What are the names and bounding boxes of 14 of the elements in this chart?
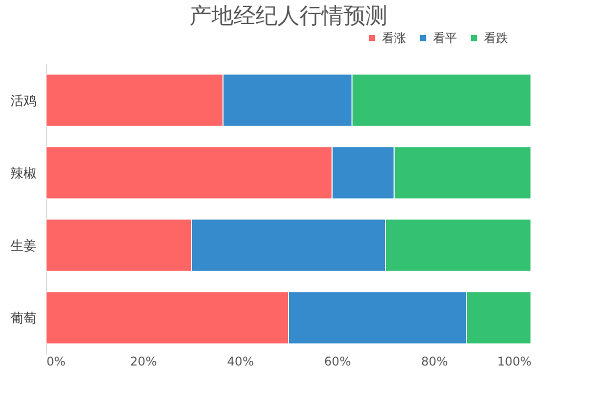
x-tick-label: 80% bbox=[421, 354, 448, 368]
y-tick-label: 活鸡 bbox=[10, 94, 36, 109]
legend-label: 看涨 bbox=[382, 31, 406, 46]
y-tick-label: 葡萄 bbox=[10, 311, 36, 326]
x-tick-label: 60% bbox=[324, 354, 351, 368]
legend-label: 看平 bbox=[433, 31, 457, 46]
legend-label: 看跌 bbox=[484, 31, 508, 46]
x-tick-label: 40% bbox=[227, 354, 254, 368]
y-tick-label: 生姜 bbox=[10, 238, 36, 254]
chart-title: 产地经纪人行情预测 bbox=[190, 4, 388, 29]
x-tick-label: 0% bbox=[46, 354, 66, 368]
x-tick-label: 100% bbox=[497, 354, 532, 368]
x-tick-label: 20% bbox=[130, 354, 157, 368]
y-tick-label: 辣椒 bbox=[10, 166, 36, 182]
